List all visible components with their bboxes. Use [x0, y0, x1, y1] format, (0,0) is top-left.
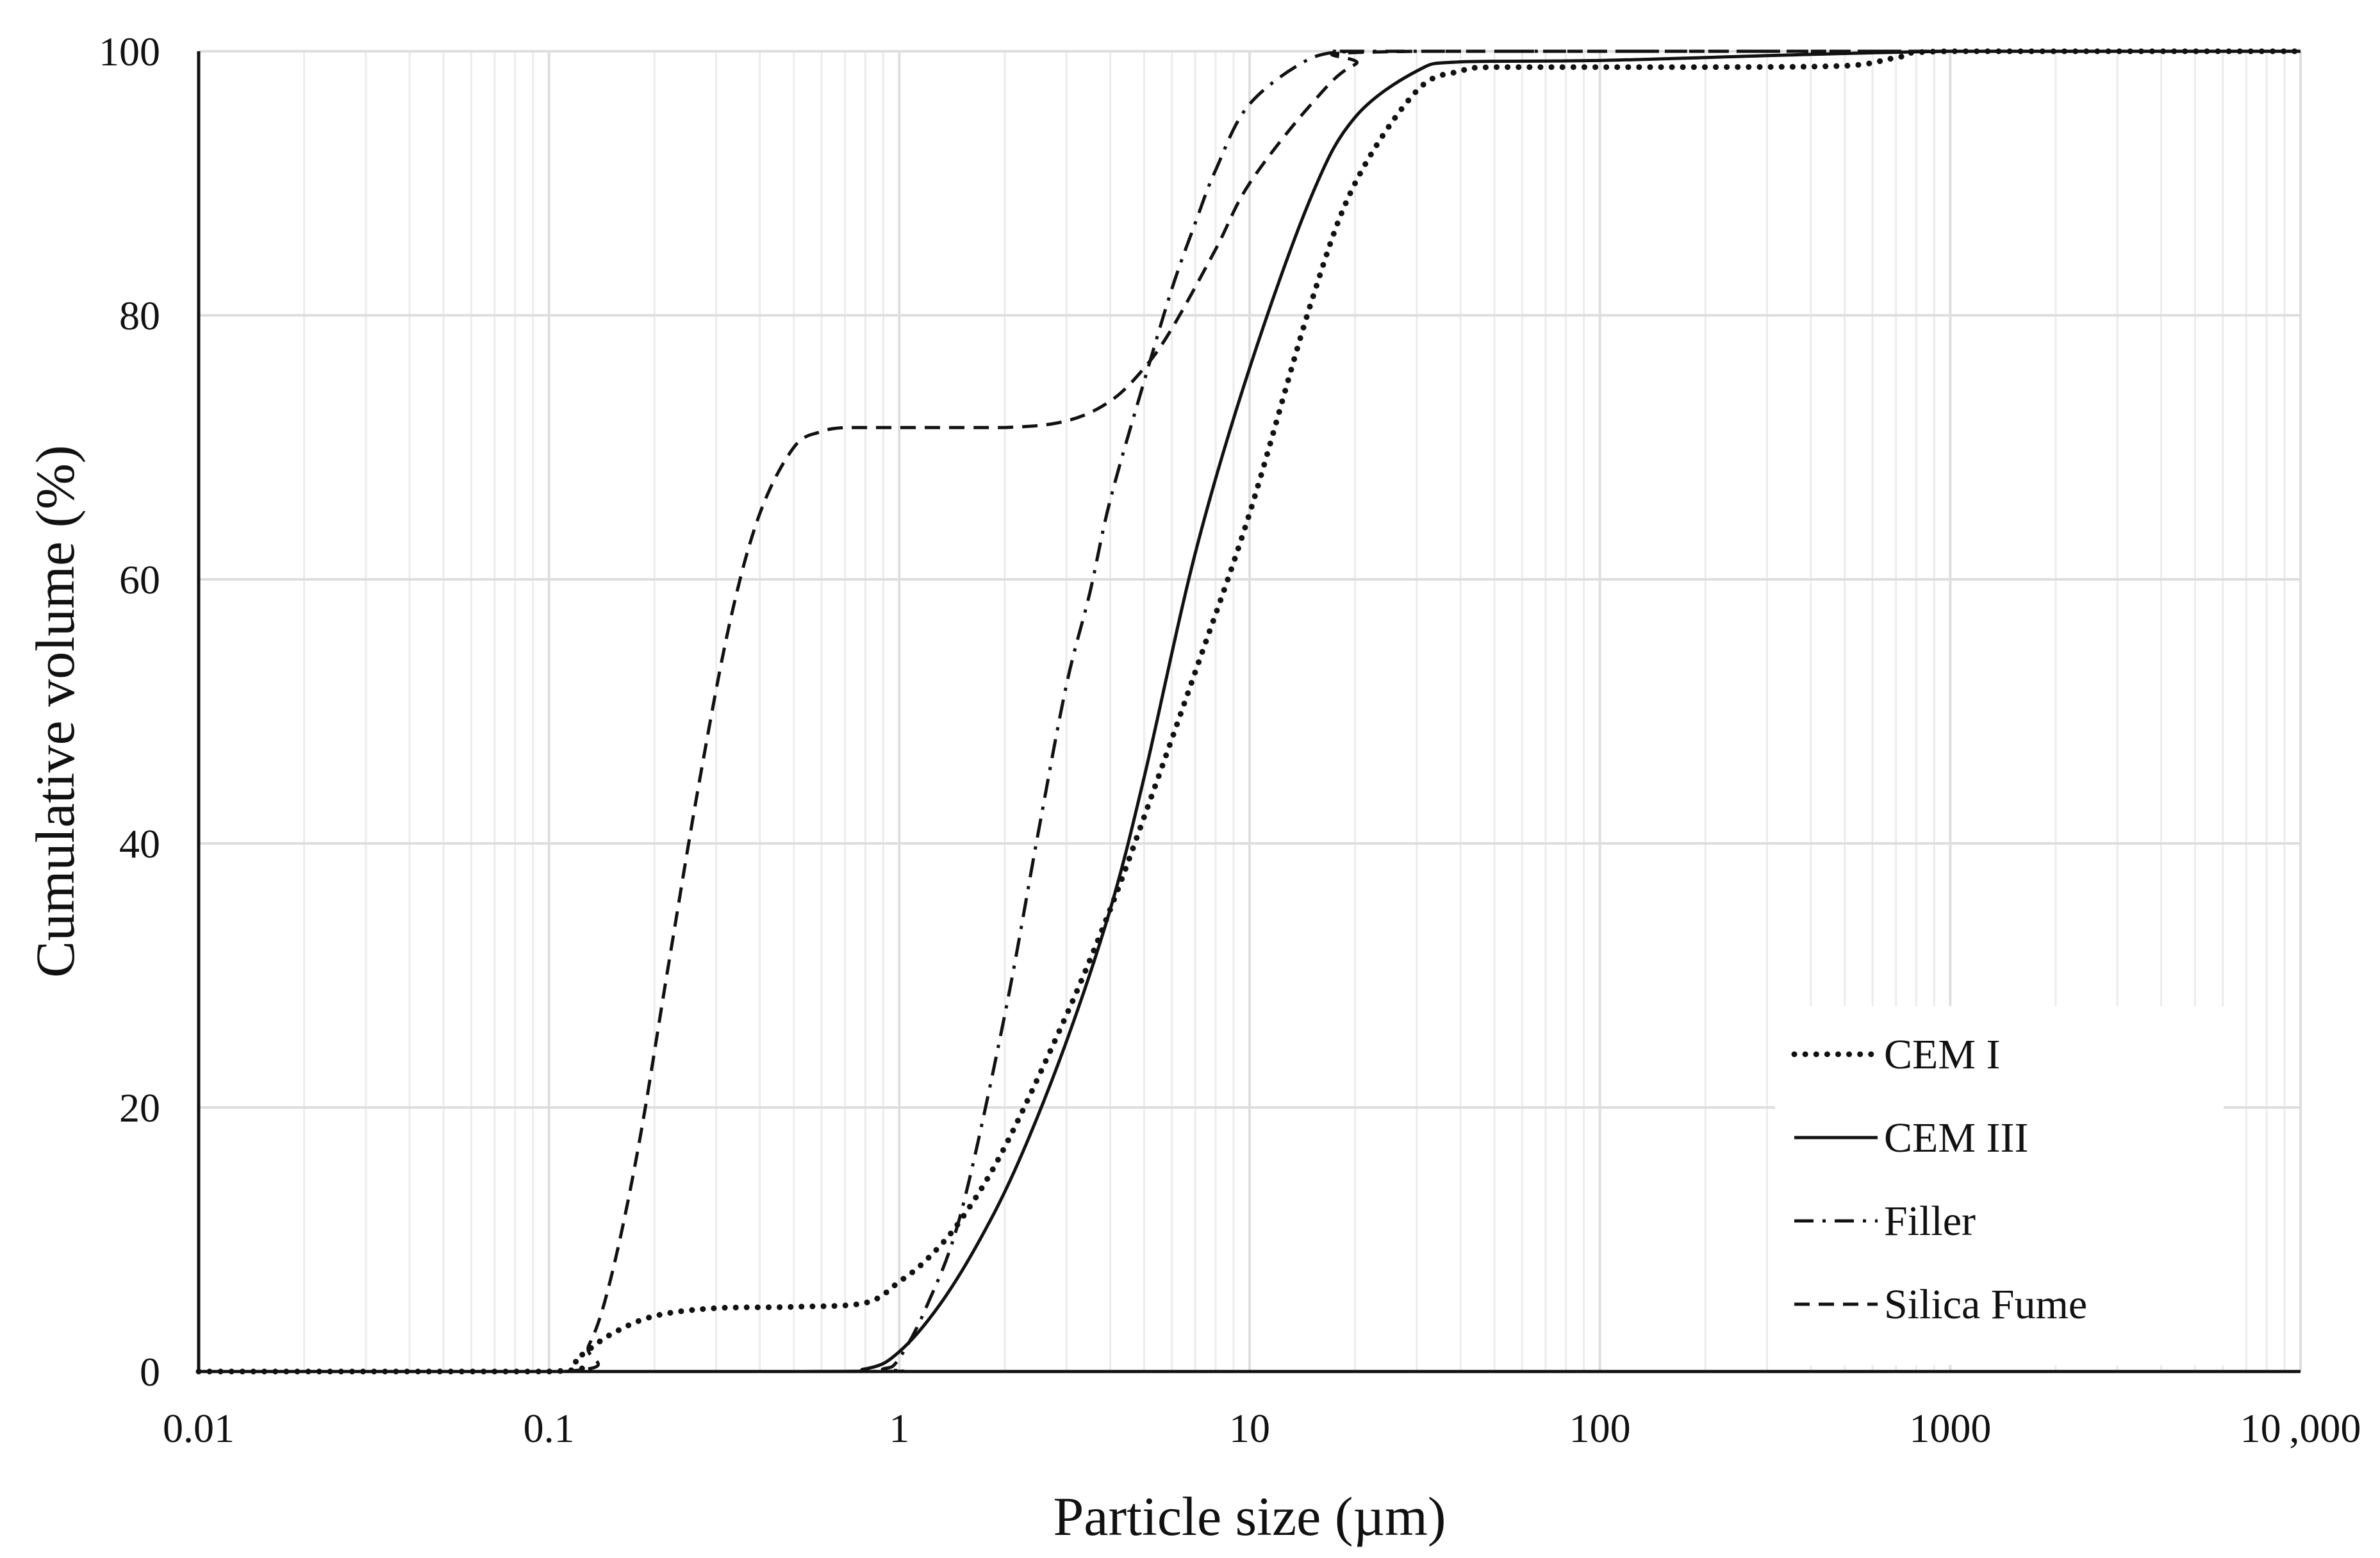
y-tick-label: 0	[140, 1349, 160, 1395]
x-tick-label: 1	[889, 1405, 909, 1451]
legend-label-cem-iii: CEM III	[1884, 1115, 2028, 1161]
legend-label-cem-i: CEM I	[1884, 1031, 2001, 1078]
series-line-cem-i	[195, 48, 2304, 1375]
x-tick-label: 10	[1229, 1405, 1270, 1451]
x-axis-title: Particle size (µm)	[1053, 1486, 1446, 1547]
x-tick-label: 0.01	[163, 1405, 235, 1451]
x-tick-label: 1000	[1909, 1405, 1991, 1451]
series-line-silica-fume	[199, 49, 2301, 1373]
legend-label-filler: Filler	[1884, 1198, 1976, 1245]
legend: CEM I CEM III Filler Silica Fume	[1775, 1006, 2224, 1365]
y-tick-label: 20	[119, 1085, 160, 1131]
x-tick-label: 10 ,000	[2240, 1405, 2361, 1451]
y-tick-label: 80	[119, 293, 160, 338]
data-series	[195, 48, 2304, 1375]
y-tick-label: 60	[119, 557, 160, 602]
legend-label-silica-fume: Silica Fume	[1884, 1281, 2087, 1328]
y-axis-title: Cumulative volume (%)	[24, 445, 86, 977]
series-line-filler	[199, 49, 2301, 1373]
y-tick-label: 100	[99, 29, 160, 74]
series-line-cem-iii	[199, 49, 2301, 1373]
y-tick-label: 40	[119, 821, 160, 866]
x-tick-label: 100	[1569, 1405, 1631, 1451]
x-tick-label: 0.1	[524, 1405, 575, 1451]
